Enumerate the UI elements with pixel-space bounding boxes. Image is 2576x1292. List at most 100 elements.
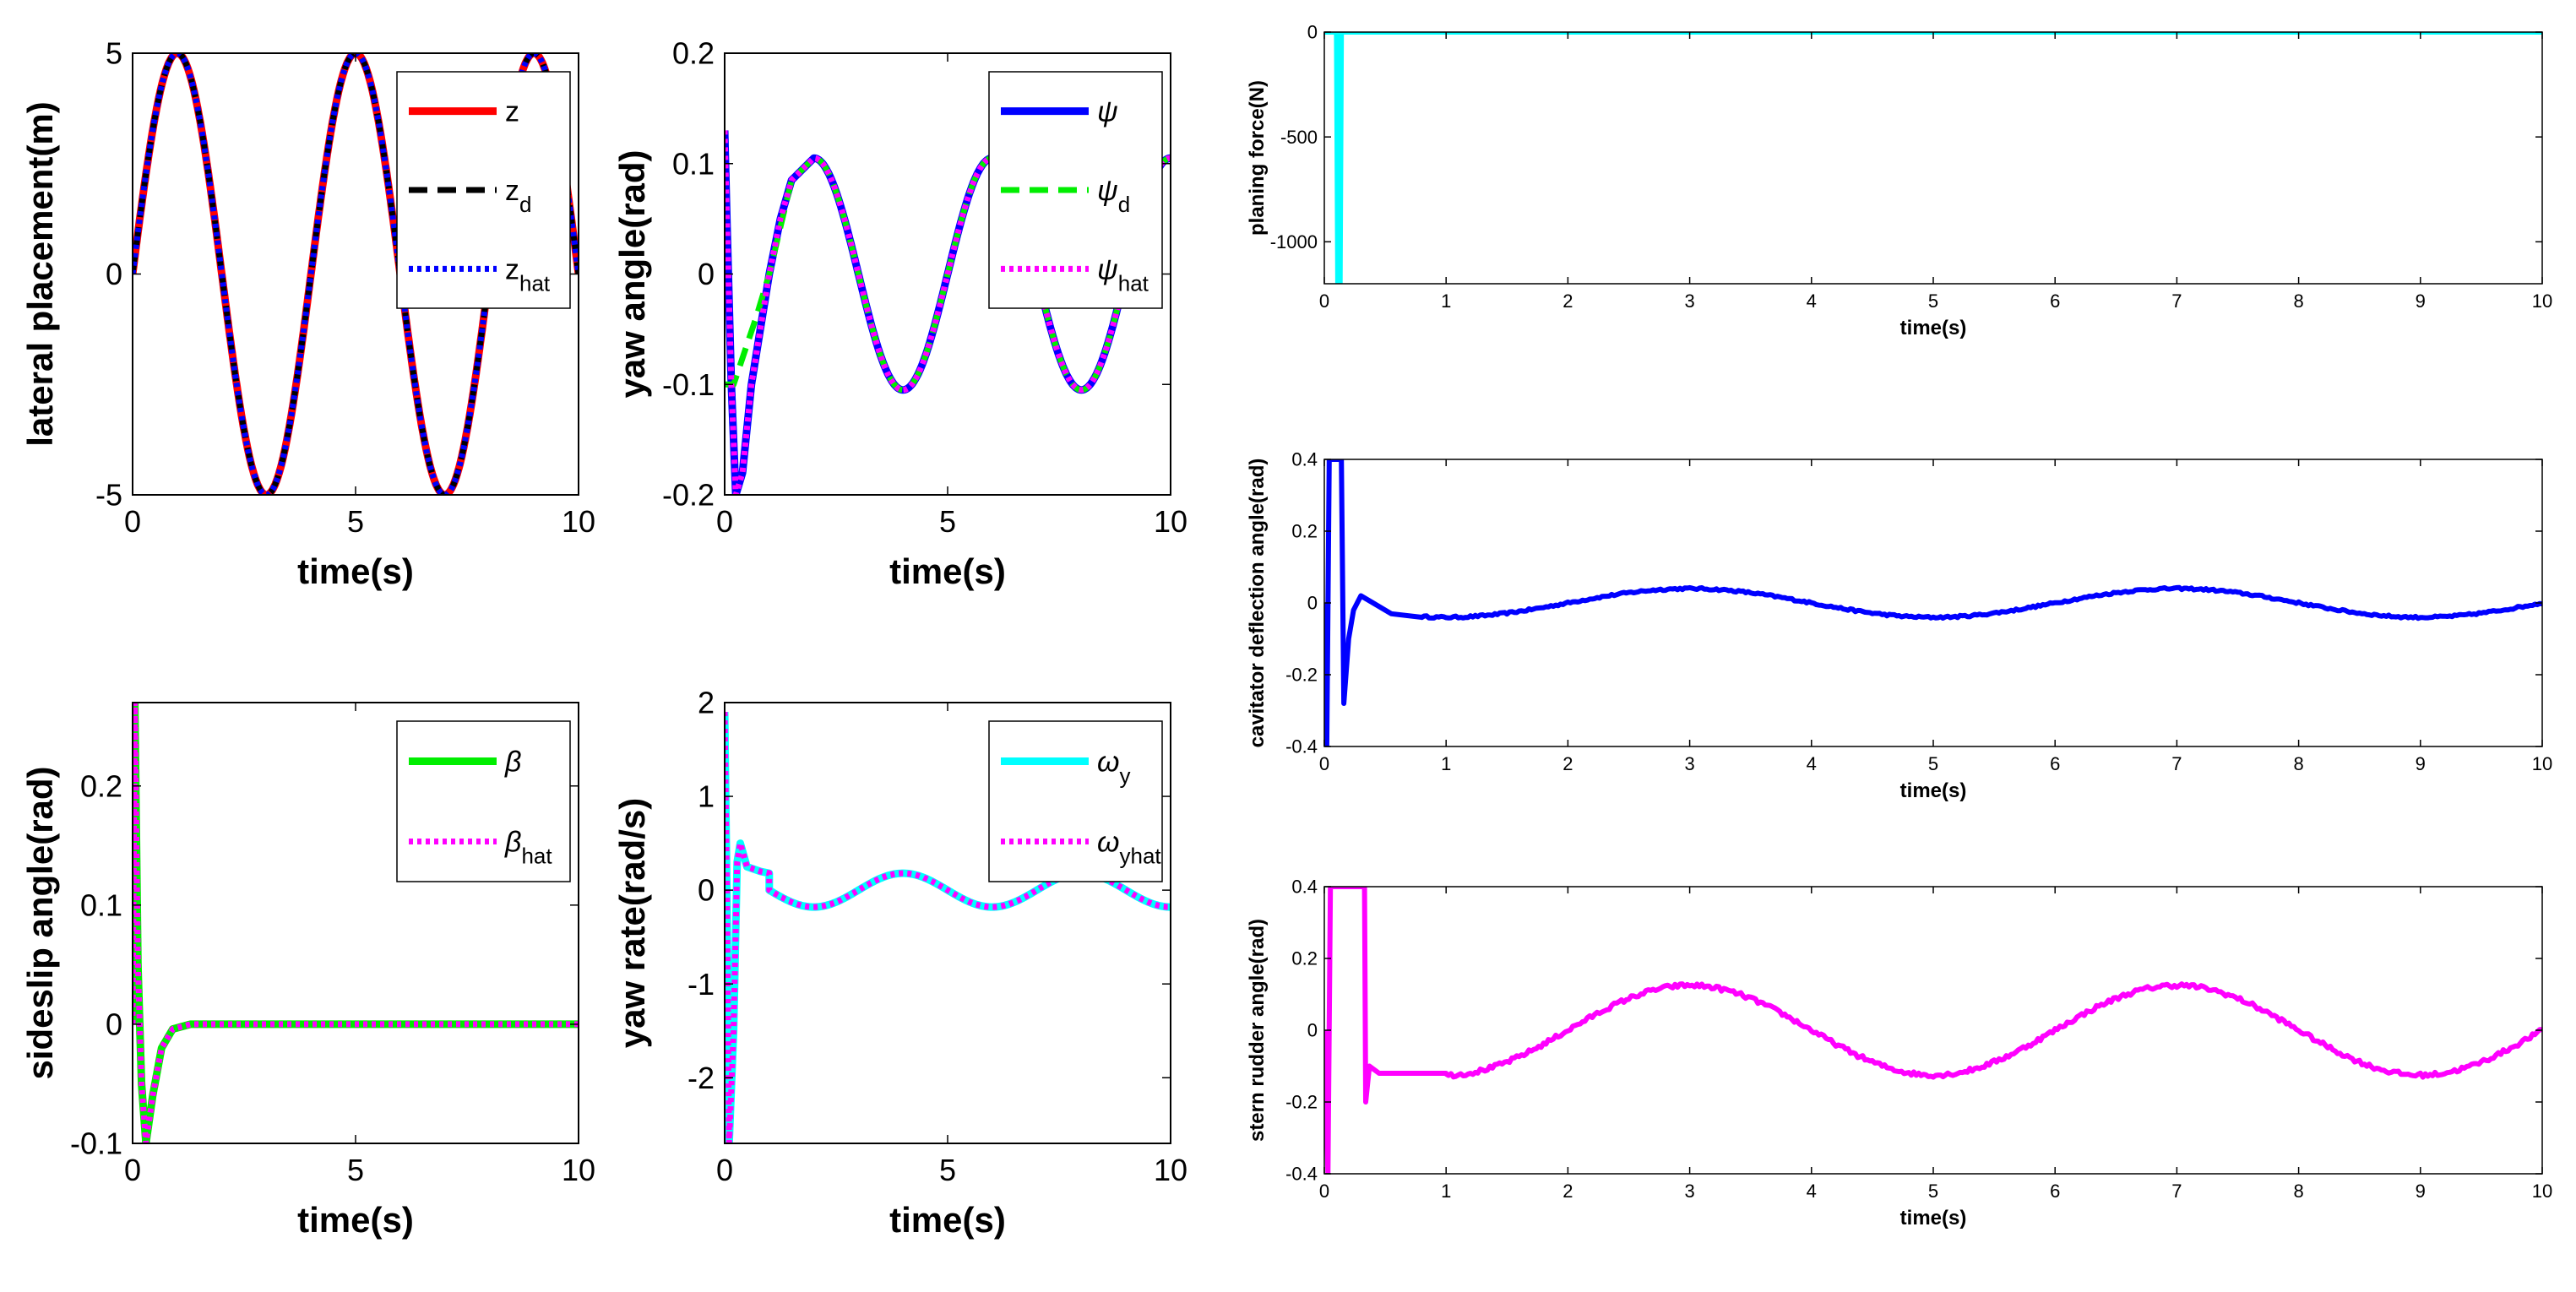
y-tick-label: 0.1 [672,146,715,181]
x-tick-label: 8 [2293,290,2303,312]
x-tick-label: 0 [124,1153,141,1187]
chart-p7: 0 1 2 3 4 5 6 7 8 9 10 -0.4 -0.2 0 0.2 0.4 time(s) stern … [1246,877,2552,1230]
x-tick-label: 9 [2416,1181,2426,1202]
x-tick-label: 7 [2171,753,2182,774]
x-tick-label: 8 [2293,753,2303,774]
chart-p6: 0 1 2 3 4 5 6 7 8 9 10 -0.4 -0.2 0 0.2 0.4 time(s) cavita… [1246,449,2552,802]
series-line-stern-rudder-angle [1324,887,2542,1174]
y-tick-label: 0 [1307,593,1318,614]
x-tick-label: 0 [1319,290,1329,312]
chart-p5: 0 1 2 3 4 5 6 7 8 9 10 -1000 -500 0 time(s) planing for… [1246,22,2552,339]
x-tick-label: 8 [2293,1181,2303,1202]
axes-box [1323,459,2543,747]
y-tick-label: -0.2 [1285,665,1318,686]
y-tick-label: -0.4 [1285,1164,1318,1185]
x-tick-label: 9 [2416,753,2426,774]
x-tick-label: 5 [347,504,364,539]
x-tick-label: 3 [1684,290,1694,312]
y-tick-label: 0.2 [1291,948,1318,969]
legend-box [988,720,1163,882]
y-axis-label: yaw rate(rad/s) [612,798,652,1048]
y-tick-label: -0.1 [662,367,715,402]
y-tick-label: 0 [106,1007,122,1042]
x-axis-label: time(s) [889,1200,1006,1240]
y-tick-label: -500 [1280,127,1318,148]
x-tick-label: 5 [347,1153,364,1187]
x-tick-label: 10 [2532,753,2552,774]
x-tick-label: 0 [716,1153,733,1187]
x-tick-label: 6 [2050,290,2060,312]
x-tick-label: 4 [1807,290,1817,312]
x-tick-label: 10 [2532,1181,2552,1202]
x-axis-label: time(s) [297,551,414,591]
x-tick-label: 1 [1441,290,1451,312]
x-axis-label: time(s) [1900,317,1967,339]
x-axis-label: time(s) [297,1200,414,1240]
y-axis-label: yaw angle(rad) [612,149,652,398]
series-line-planing-force [1324,32,2542,284]
x-tick-label: 10 [562,1153,595,1187]
legend-box [396,720,571,882]
y-tick-label: 0.4 [1291,449,1318,470]
y-tick-label: 2 [698,686,715,720]
x-tick-label: 5 [1928,290,1938,312]
y-axis-label: stern rudder angle(rad) [1246,919,1269,1142]
x-tick-label: 2 [1562,753,1573,774]
legend-label: β [504,746,521,779]
y-tick-label: 0.2 [672,36,715,71]
x-tick-label: 5 [1928,1181,1938,1202]
x-tick-label: 2 [1562,1181,1573,1202]
x-axis-label: time(s) [889,551,1006,591]
x-tick-label: 0 [124,504,141,539]
y-tick-label: 0 [698,257,715,291]
x-tick-label: 4 [1807,1181,1817,1202]
y-tick-label: 0 [698,873,715,908]
x-tick-label: 3 [1684,753,1694,774]
x-tick-label: 6 [2050,753,2060,774]
x-tick-label: 9 [2416,290,2426,312]
x-tick-label: 10 [1154,504,1187,539]
y-axis-label: cavitator deflection angle(rad) [1246,459,1269,748]
y-tick-label: 0.1 [80,888,122,922]
x-tick-label: 5 [939,1153,956,1187]
y-tick-label: -5 [95,478,122,513]
x-tick-label: 4 [1807,753,1817,774]
y-tick-label: -0.1 [70,1126,122,1161]
x-tick-label: 0 [1319,753,1329,774]
y-tick-label: 0.2 [80,768,122,803]
y-tick-label: 5 [106,36,122,71]
y-tick-label: 0 [106,257,122,291]
legend-label: z [505,96,519,128]
y-tick-label: 0.2 [1291,521,1318,542]
x-tick-label: 5 [939,504,956,539]
x-axis-label: time(s) [1900,779,1967,802]
y-tick-label: -0.2 [1285,1092,1318,1113]
y-tick-label: 0 [1307,1020,1318,1041]
y-tick-label: 0 [1307,22,1318,43]
series-line-βhat [133,703,579,1143]
y-tick-label: 0.4 [1291,877,1318,898]
axes-box [1323,886,2543,1175]
x-tick-label: 0 [716,504,733,539]
y-axis-label: sideslip angle(rad) [20,766,60,1079]
axes-box [1323,31,2543,285]
chart-p2: 0 5 10 -0.2 -0.1 0 0.1 0.2 time(s) yaw angle(rad)… [612,36,1187,591]
x-axis-label: time(s) [1900,1207,1967,1230]
y-tick-label: -1 [687,967,715,1002]
y-tick-label: -2 [687,1061,715,1095]
y-axis-label: lateral placement(m) [20,101,60,446]
series-line-cavitator-deflection-angle [1324,459,2542,746]
y-tick-label: -0.4 [1285,736,1318,757]
legend-label: ψ [1097,96,1118,128]
x-tick-label: 6 [2050,1181,2060,1202]
x-tick-label: 1 [1441,753,1451,774]
y-tick-label: -0.2 [662,478,715,513]
x-tick-label: 7 [2171,290,2182,312]
